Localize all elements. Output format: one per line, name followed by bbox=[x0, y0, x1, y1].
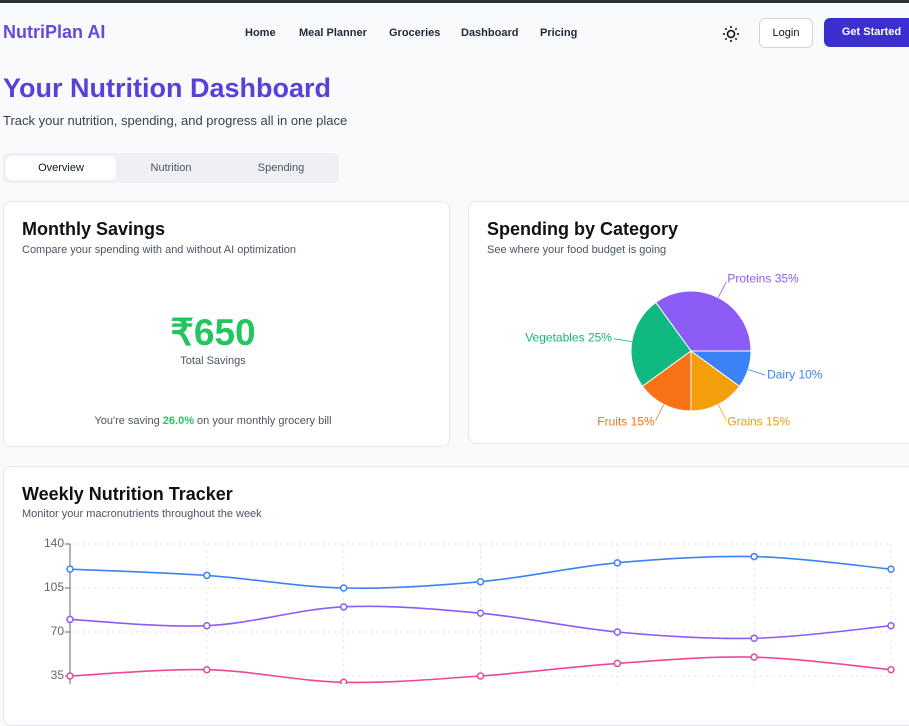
slice-label: Vegetables 25% bbox=[525, 331, 612, 345]
slice-label: Dairy 10% bbox=[767, 368, 823, 382]
card-title: Weekly Nutrition Tracker bbox=[22, 484, 233, 504]
data-point bbox=[66, 565, 74, 573]
data-point bbox=[613, 628, 622, 636]
leader-line bbox=[717, 404, 727, 421]
data-point bbox=[750, 634, 758, 643]
card-title: Monthly Savings bbox=[22, 219, 166, 239]
slice-value: 15% bbox=[766, 414, 790, 428]
slice-name: Proteins bbox=[727, 272, 771, 286]
data-point bbox=[750, 552, 758, 561]
data-point bbox=[476, 672, 485, 680]
data-point bbox=[887, 621, 895, 630]
slice-value: 15% bbox=[631, 414, 655, 428]
page-title: Your Nutrition Dashboard bbox=[3, 73, 331, 103]
pie-slice bbox=[630, 301, 692, 387]
data-point bbox=[339, 678, 348, 684]
leader-line bbox=[613, 338, 632, 343]
slice-name: Grains bbox=[727, 414, 762, 428]
pie-slice bbox=[655, 290, 752, 352]
y-tick-label: 105 bbox=[44, 580, 64, 594]
pie-slice bbox=[689, 350, 752, 387]
pie-slice bbox=[641, 350, 692, 412]
data-point bbox=[203, 665, 211, 674]
nav-link[interactable]: Dashboard bbox=[461, 27, 519, 39]
savings-note: You're saving 26.0% on your monthly groc… bbox=[3, 415, 423, 427]
nav-link[interactable]: Pricing bbox=[540, 27, 578, 39]
tab[interactable]: Spending bbox=[257, 162, 305, 174]
leader-line bbox=[717, 281, 727, 298]
data-point bbox=[613, 659, 622, 668]
slice-name: Fruits bbox=[597, 414, 627, 428]
savings-label: Total Savings bbox=[180, 355, 246, 367]
y-tick-label: 70 bbox=[51, 624, 65, 638]
leader-line bbox=[747, 369, 766, 376]
data-point bbox=[887, 665, 895, 674]
slice-value: 35% bbox=[775, 272, 799, 286]
theme-toggle[interactable] bbox=[722, 25, 740, 43]
data-point bbox=[66, 615, 74, 624]
savings-card bbox=[3, 201, 450, 447]
slice-value: 25% bbox=[588, 331, 612, 345]
line-chart: 03570105140 bbox=[44, 536, 895, 684]
savings-amount: ₹650 bbox=[170, 312, 256, 353]
nav-link[interactable]: Home bbox=[245, 27, 276, 39]
note-text: You're saving bbox=[94, 415, 160, 427]
brand[interactable]: NutriPlan AI bbox=[3, 22, 106, 42]
top-bar bbox=[0, 0, 909, 3]
page-subtitle: Track your nutrition, spending, and prog… bbox=[3, 113, 348, 128]
y-tick-label: 140 bbox=[44, 536, 64, 550]
slice-label: Proteins 35% bbox=[727, 272, 799, 286]
data-point bbox=[613, 559, 622, 567]
tab[interactable]: Overview bbox=[6, 156, 116, 180]
login-button[interactable]: Login bbox=[759, 18, 813, 48]
slice-name: Vegetables bbox=[525, 331, 584, 345]
leader-line bbox=[655, 404, 665, 421]
data-point bbox=[66, 672, 74, 680]
data-point bbox=[476, 577, 485, 586]
data-point bbox=[203, 571, 211, 580]
card-title: Spending by Category bbox=[487, 219, 679, 239]
data-point bbox=[203, 621, 211, 630]
line-card bbox=[3, 466, 909, 726]
pie-slice bbox=[690, 350, 741, 412]
nav-link[interactable]: Meal Planner bbox=[299, 27, 367, 39]
tab[interactable]: Nutrition bbox=[150, 162, 192, 174]
nav-link[interactable]: Groceries bbox=[389, 27, 441, 39]
card-subtitle: Compare your spending with and without A… bbox=[22, 244, 296, 256]
y-tick-label: 35 bbox=[51, 668, 65, 682]
data-point bbox=[339, 603, 348, 611]
slice-label: Fruits 15% bbox=[597, 414, 655, 428]
data-point bbox=[339, 584, 348, 592]
note-value: 26.0% bbox=[162, 415, 194, 427]
note-text: on your monthly grocery bill bbox=[197, 415, 332, 427]
cta-button[interactable]: Get Started bbox=[824, 18, 909, 47]
data-point bbox=[887, 565, 895, 573]
slice-value: 10% bbox=[798, 368, 822, 382]
pie-chart: Proteins 35%Vegetables 25%Fruits 15% Grai… bbox=[525, 272, 823, 429]
data-point bbox=[750, 653, 758, 661]
card-subtitle: See where your food budget is going bbox=[487, 244, 667, 256]
data-point bbox=[476, 609, 485, 617]
slice-name: Dairy bbox=[767, 368, 795, 382]
card-subtitle: Monitor your macronutrients throughout t… bbox=[22, 508, 262, 520]
slice-label: Grains 15% bbox=[727, 414, 790, 428]
